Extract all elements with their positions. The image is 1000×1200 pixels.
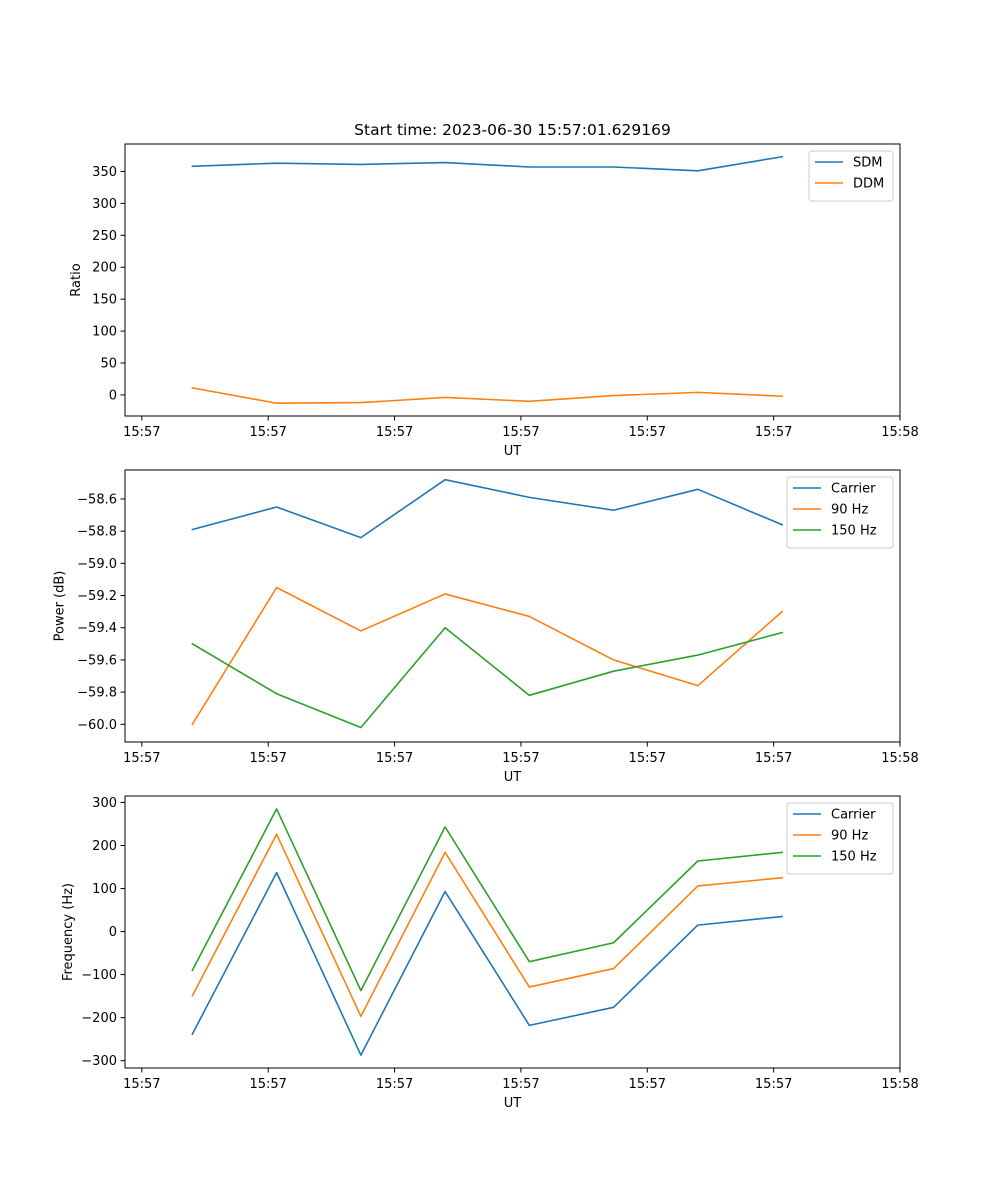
frequency-x-tick-label: 15:57 (629, 1077, 666, 1092)
power-legend-label-2: 150 Hz (831, 524, 877, 539)
ratio-x-axis-label: UT (504, 444, 522, 459)
ratio-y-axis-label: Ratio (69, 263, 84, 296)
frequency-y-tick-label: 0 (109, 925, 117, 940)
power-y-tick-label: −59.6 (77, 653, 117, 668)
power-panel: 15:57 15:57 15:57 15:57 15:57 15:57 15:58 −60.0… (53, 469, 919, 785)
ratio-y-tick-label: 0 (109, 388, 117, 403)
power-series-line-0 (191, 478, 784, 539)
frequency-series-line-1 (191, 833, 783, 1018)
frequency-y-tick-label: −300 (81, 1054, 117, 1069)
power-y-tick-label: −59.8 (77, 686, 117, 701)
power-x-tick-label: 15:57 (502, 751, 539, 766)
frequency-panel: 15:57 15:57 15:57 15:57 15:57 15:57 15:58 −300 −… (61, 795, 919, 1111)
frequency-y-tick-label: −200 (81, 1011, 117, 1026)
ratio-x-tick-label: 15:57 (123, 425, 160, 440)
power-axes-frame (124, 469, 901, 743)
frequency-x-tick-label: 15:58 (881, 1077, 918, 1092)
ratio-y-tick-label: 350 (92, 165, 117, 180)
ratio-axes-frame (124, 143, 901, 417)
ratio-x-tick-label: 15:57 (502, 425, 539, 440)
power-x-tick-label: 15:57 (249, 751, 286, 766)
power-y-axis-label: Power (dB) (53, 571, 68, 642)
frequency-y-axis-label: Frequency (Hz) (61, 883, 76, 981)
figure-title: Start time: 2023-06-30 15:57:01.629169 (354, 121, 671, 139)
ratio-y-tick-label: 150 (92, 293, 117, 308)
ratio-x-tick-label: 15:57 (755, 425, 792, 440)
frequency-legend-label-2: 150 Hz (831, 850, 877, 865)
frequency-y-tick-label: −100 (81, 968, 117, 983)
ratio-y-tick-label: 200 (92, 261, 117, 276)
power-y-tick-label: −59.2 (77, 589, 117, 604)
ratio-y-tick-label: 100 (92, 325, 117, 340)
frequency-x-tick-label: 15:57 (123, 1077, 160, 1092)
power-legend-label-0: Carrier (831, 482, 876, 497)
ratio-y-tick-label: 300 (92, 197, 117, 212)
ratio-legend-label-0: SDM (853, 156, 882, 171)
frequency-legend-label-1: 90 Hz (831, 829, 868, 844)
frequency-x-tick-label: 15:57 (502, 1077, 539, 1092)
power-x-tick-label: 15:57 (755, 751, 792, 766)
ratio-x-tick-label: 15:57 (249, 425, 286, 440)
frequency-series-line-2 (191, 808, 783, 992)
power-y-tick-label: −58.6 (77, 492, 117, 507)
power-x-axis-label: UT (504, 770, 522, 785)
frequency-x-tick-label: 15:57 (376, 1077, 413, 1092)
power-legend-label-1: 90 Hz (831, 503, 868, 518)
frequency-y-tick-label: 100 (92, 882, 117, 897)
power-y-tick-label: −59.4 (77, 621, 117, 636)
power-x-tick-label: 15:58 (881, 751, 918, 766)
frequency-x-tick-label: 15:57 (755, 1077, 792, 1092)
power-x-tick-label: 15:57 (376, 751, 413, 766)
power-y-tick-label: −59.0 (77, 557, 117, 572)
power-series-line-1 (191, 586, 784, 726)
ratio-series-line-0 (191, 155, 783, 172)
frequency-x-axis-label: UT (504, 1096, 522, 1111)
power-y-tick-label: −58.8 (77, 525, 117, 540)
power-series-line-2 (191, 626, 784, 729)
power-x-tick-label: 15:57 (629, 751, 666, 766)
ratio-series-line-1 (191, 386, 783, 405)
frequency-y-tick-label: 200 (92, 839, 117, 854)
ratio-x-tick-label: 15:58 (881, 425, 918, 440)
frequency-y-tick-label: 300 (92, 796, 117, 811)
ratio-x-tick-label: 15:57 (629, 425, 666, 440)
power-y-tick-label: −60.0 (77, 718, 117, 733)
ratio-legend-box (808, 150, 894, 202)
ratio-y-tick-label: 250 (92, 229, 117, 244)
frequency-series-line-0 (191, 871, 783, 1056)
ratio-legend-label-1: DDM (853, 177, 884, 192)
frequency-legend-label-0: Carrier (831, 808, 876, 823)
ratio-x-tick-label: 15:57 (376, 425, 413, 440)
frequency-x-tick-label: 15:57 (249, 1077, 286, 1092)
ratio-panel: 15:57 15:57 15:57 15:57 15:57 15:57 15:58 0 50 10… (69, 143, 919, 459)
ratio-y-tick-label: 50 (100, 357, 117, 372)
power-x-tick-label: 15:57 (123, 751, 160, 766)
